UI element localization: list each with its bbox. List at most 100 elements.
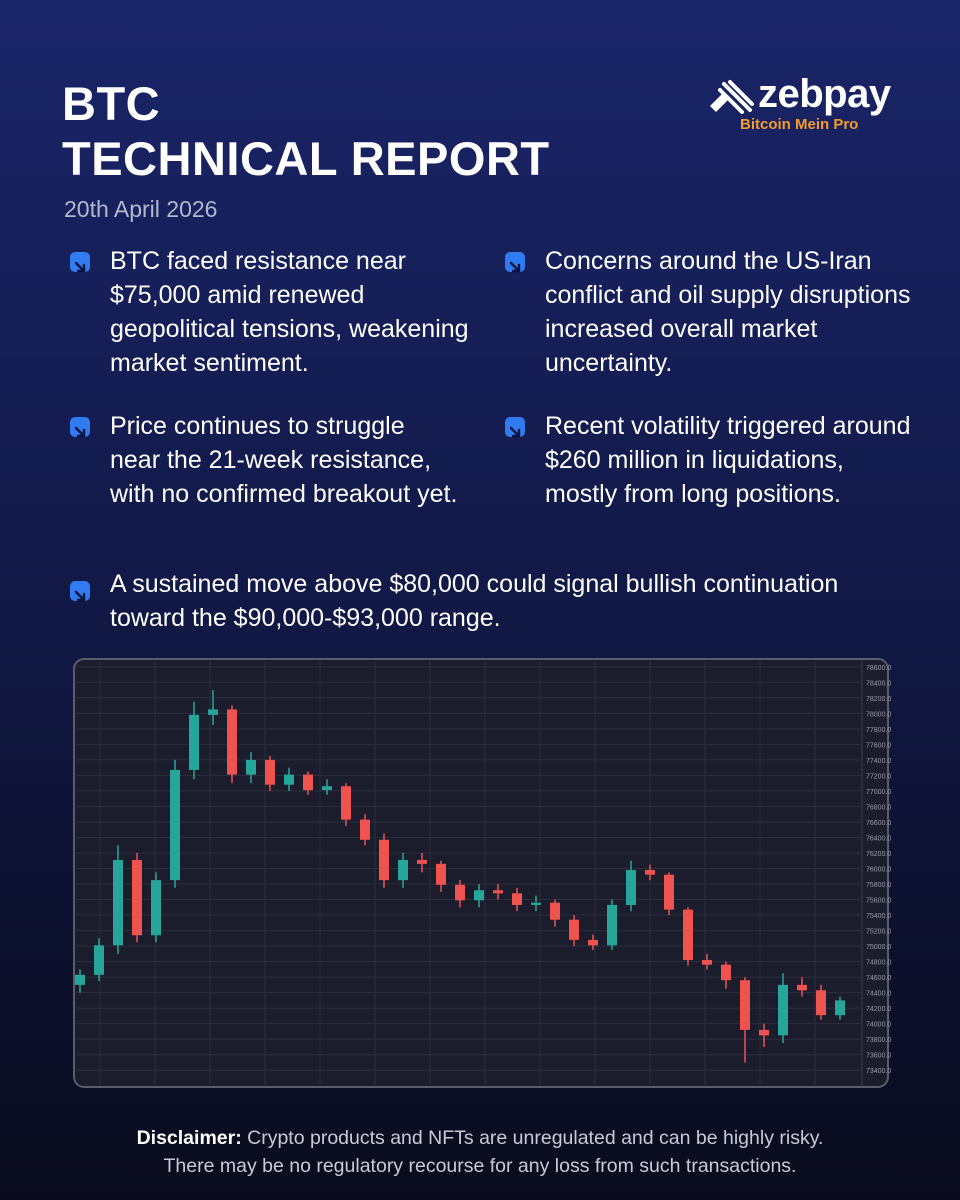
y-tick-label: 77000.0 bbox=[866, 789, 891, 796]
y-tick-label: 77600.0 bbox=[866, 742, 891, 749]
bullet-icon bbox=[70, 581, 90, 602]
title-line: BTC bbox=[62, 77, 161, 130]
disclaimer-text: There may be no regulatory recourse for … bbox=[163, 1155, 797, 1177]
candle-body bbox=[246, 759, 256, 775]
candle-body bbox=[797, 984, 807, 991]
bullet-icon bbox=[70, 417, 90, 438]
y-tick-label: 76200.0 bbox=[866, 851, 891, 858]
logo-name: zebpay bbox=[758, 72, 891, 116]
candle-body bbox=[265, 759, 275, 785]
candle-body bbox=[664, 874, 674, 910]
bullet-icon bbox=[505, 417, 525, 438]
candle-body bbox=[94, 945, 104, 975]
candle-body bbox=[778, 984, 788, 1036]
bullet-text: Recent volatility triggered around $260 … bbox=[545, 412, 911, 508]
candle-body bbox=[75, 974, 85, 985]
y-tick-label: 75800.0 bbox=[866, 882, 891, 889]
candle-body bbox=[531, 902, 541, 905]
disclaimer: Disclaimer: Crypto products and NFTs are… bbox=[0, 1124, 960, 1180]
bullet: Recent volatility triggered around $260 … bbox=[505, 409, 915, 511]
candle-body bbox=[455, 884, 465, 901]
bullet: Concerns around the US-Iran conflict and… bbox=[505, 244, 915, 380]
y-tick-label: 74000.0 bbox=[866, 1022, 891, 1029]
candle-body bbox=[683, 909, 693, 961]
arrow-icon bbox=[74, 261, 86, 273]
bullet-text: A sustained move above $80,000 could sig… bbox=[110, 570, 839, 632]
disclaimer-text: Crypto products and NFTs are unregulated… bbox=[247, 1127, 824, 1149]
arrow-icon bbox=[509, 261, 521, 273]
candle-body bbox=[398, 859, 408, 881]
logo-tagline: Bitcoin Mein Pro bbox=[740, 116, 859, 133]
bullet-text: Price continues to struggle near the 21-… bbox=[110, 412, 458, 508]
candle-body bbox=[284, 774, 294, 785]
y-tick-label: 75600.0 bbox=[866, 898, 891, 905]
y-tick-label: 74600.0 bbox=[866, 975, 891, 982]
y-tick-label: 77400.0 bbox=[866, 758, 891, 765]
y-tick-label: 78000.0 bbox=[866, 711, 891, 718]
candle-body bbox=[322, 786, 332, 791]
y-tick-label: 73600.0 bbox=[866, 1053, 891, 1060]
y-tick-label: 77200.0 bbox=[866, 773, 891, 780]
candle-body bbox=[626, 870, 636, 905]
candle-body bbox=[645, 870, 655, 875]
candle-body bbox=[303, 774, 313, 791]
y-tick-label: 74800.0 bbox=[866, 960, 891, 967]
chart-panel bbox=[73, 658, 889, 1088]
y-tick-label: 78600.0 bbox=[866, 665, 891, 672]
y-tick-label: 75000.0 bbox=[866, 944, 891, 951]
candle-body bbox=[436, 863, 446, 885]
candle-body bbox=[360, 819, 370, 840]
candle-body bbox=[759, 1029, 769, 1036]
y-tick-label: 74400.0 bbox=[866, 991, 891, 998]
disclaimer-label: Disclaimer: bbox=[136, 1127, 242, 1149]
bullet: A sustained move above $80,000 could sig… bbox=[70, 567, 920, 635]
arrow-icon bbox=[509, 426, 521, 438]
candle-body bbox=[208, 709, 218, 715]
bullet-icon bbox=[505, 252, 525, 273]
candle-body bbox=[835, 1000, 845, 1016]
candle-body bbox=[569, 919, 579, 940]
candle-body bbox=[607, 904, 617, 946]
candle-body bbox=[341, 786, 351, 820]
candle-body bbox=[417, 859, 427, 864]
candle-body bbox=[227, 709, 237, 775]
y-tick-label: 77800.0 bbox=[866, 727, 891, 734]
candle-body bbox=[189, 714, 199, 770]
candle-body bbox=[132, 859, 142, 936]
y-tick-label: 76400.0 bbox=[866, 835, 891, 842]
y-tick-label: 76600.0 bbox=[866, 820, 891, 827]
bullet-text: BTC faced resistance near $75,000 amid r… bbox=[110, 247, 469, 377]
candle-body bbox=[702, 960, 712, 965]
bullet: Price continues to struggle near the 21-… bbox=[70, 409, 460, 511]
bullet-icon bbox=[70, 252, 90, 273]
y-tick-label: 76800.0 bbox=[866, 804, 891, 811]
arrow-icon bbox=[74, 590, 86, 602]
candle-body bbox=[588, 939, 598, 946]
candle-body bbox=[550, 902, 560, 920]
candle-body bbox=[721, 964, 731, 981]
title: BTC TECHNICAL REPORT bbox=[62, 76, 550, 186]
date: 20th April 2026 bbox=[64, 196, 218, 222]
candle-body bbox=[113, 859, 123, 946]
y-tick-label: 78200.0 bbox=[866, 696, 891, 703]
bullet-text: Concerns around the US-Iran conflict and… bbox=[545, 247, 911, 377]
candle-body bbox=[512, 893, 522, 905]
arrow-icon bbox=[74, 426, 86, 438]
y-tick-label: 75200.0 bbox=[866, 929, 891, 936]
y-tick-label: 76000.0 bbox=[866, 867, 891, 874]
candle-body bbox=[379, 839, 389, 881]
candle-body bbox=[816, 990, 826, 1016]
candle-body bbox=[170, 769, 180, 881]
logo-mark bbox=[710, 80, 754, 114]
y-tick-label: 74200.0 bbox=[866, 1006, 891, 1013]
y-tick-label: 75400.0 bbox=[866, 913, 891, 920]
y-tick-label: 78400.0 bbox=[866, 680, 891, 687]
candle-body bbox=[740, 980, 750, 1030]
bullet: BTC faced resistance near $75,000 amid r… bbox=[70, 244, 480, 380]
y-tick-label: 73800.0 bbox=[866, 1037, 891, 1044]
candle-body bbox=[151, 880, 161, 936]
title-line: TECHNICAL REPORT bbox=[62, 132, 550, 185]
candle-body bbox=[474, 890, 484, 901]
y-tick-label: 73400.0 bbox=[866, 1068, 891, 1075]
